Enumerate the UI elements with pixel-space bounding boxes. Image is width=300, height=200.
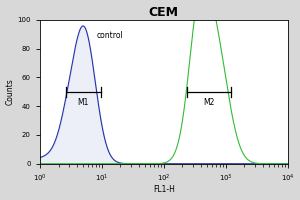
Text: M1: M1	[77, 98, 89, 107]
Text: control: control	[97, 31, 124, 40]
Text: M2: M2	[203, 98, 214, 107]
Y-axis label: Counts: Counts	[6, 78, 15, 105]
Title: CEM: CEM	[149, 6, 179, 19]
X-axis label: FL1-H: FL1-H	[153, 185, 175, 194]
